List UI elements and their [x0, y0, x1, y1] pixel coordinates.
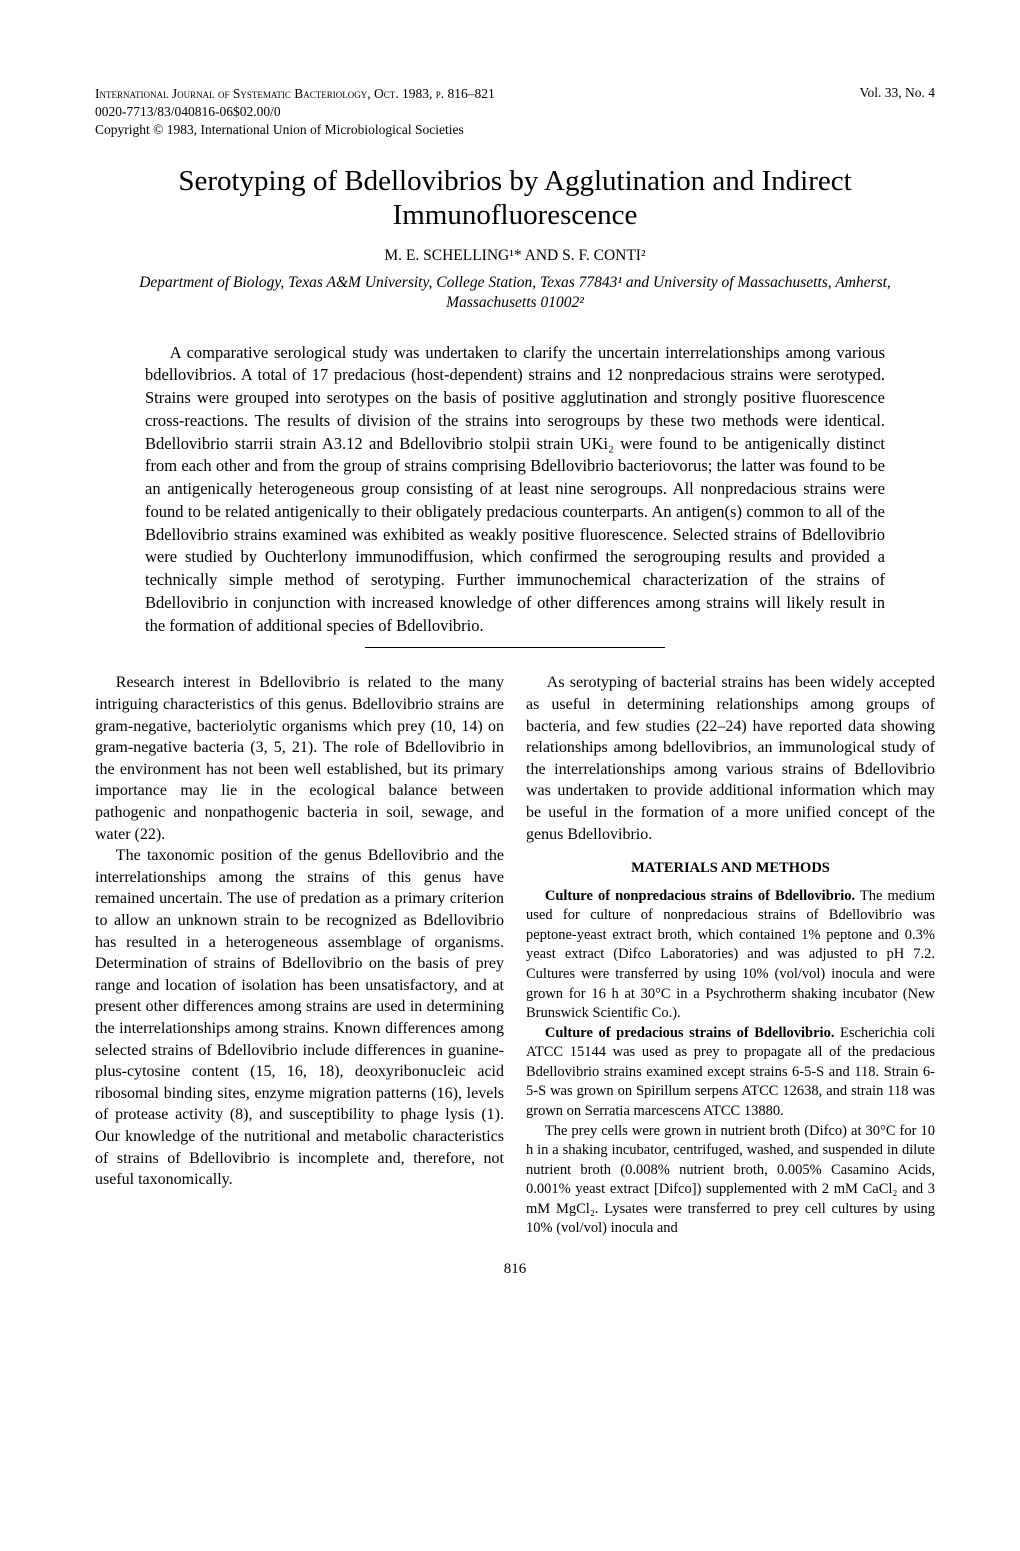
methods-paragraph: The prey cells were grown in nutrient br…	[526, 1122, 935, 1239]
left-column: Research interest in Bdellovibrio is rel…	[95, 672, 504, 1238]
body-paragraph: The taxonomic position of the genus Bdel…	[95, 845, 504, 1191]
section-heading-materials: MATERIALS AND METHODS	[526, 859, 935, 879]
abstract: A comparative serological study was unde…	[145, 342, 885, 638]
header: International Journal of Systematic Bact…	[95, 85, 935, 140]
journal-line: International Journal of Systematic Bact…	[95, 86, 495, 101]
body-paragraph: As serotyping of bacterial strains has b…	[526, 672, 935, 845]
article-title: Serotyping of Bdellovibrios by Agglutina…	[95, 164, 935, 234]
body-paragraph: Research interest in Bdellovibrio is rel…	[95, 672, 504, 845]
right-column: As serotyping of bacterial strains has b…	[526, 672, 935, 1238]
method-lead: Culture of predacious strains of Bdellov…	[545, 1025, 835, 1041]
page-number: 816	[95, 1261, 935, 1278]
methods-paragraph: Culture of predacious strains of Bdellov…	[526, 1024, 935, 1122]
body-columns: Research interest in Bdellovibrio is rel…	[95, 672, 935, 1238]
method-body: The medium used for culture of nonpredac…	[526, 888, 935, 1021]
id-line: 0020-7713/83/040816-06$02.00/0	[95, 104, 281, 119]
volume-issue: Vol. 33, No. 4	[859, 85, 935, 140]
page: International Journal of Systematic Bact…	[0, 0, 1020, 1318]
abstract-rule	[365, 647, 665, 648]
copyright-line: Copyright © 1983, International Union of…	[95, 122, 464, 137]
authors: M. E. SCHELLING¹* AND S. F. CONTI²	[95, 247, 935, 265]
methods-paragraph: Culture of nonpredacious strains of Bdel…	[526, 887, 935, 1024]
method-lead: Culture of nonpredacious strains of Bdel…	[545, 888, 855, 904]
header-left: International Journal of Systematic Bact…	[95, 85, 495, 140]
affiliation: Department of Biology, Texas A&M Univers…	[95, 273, 935, 313]
